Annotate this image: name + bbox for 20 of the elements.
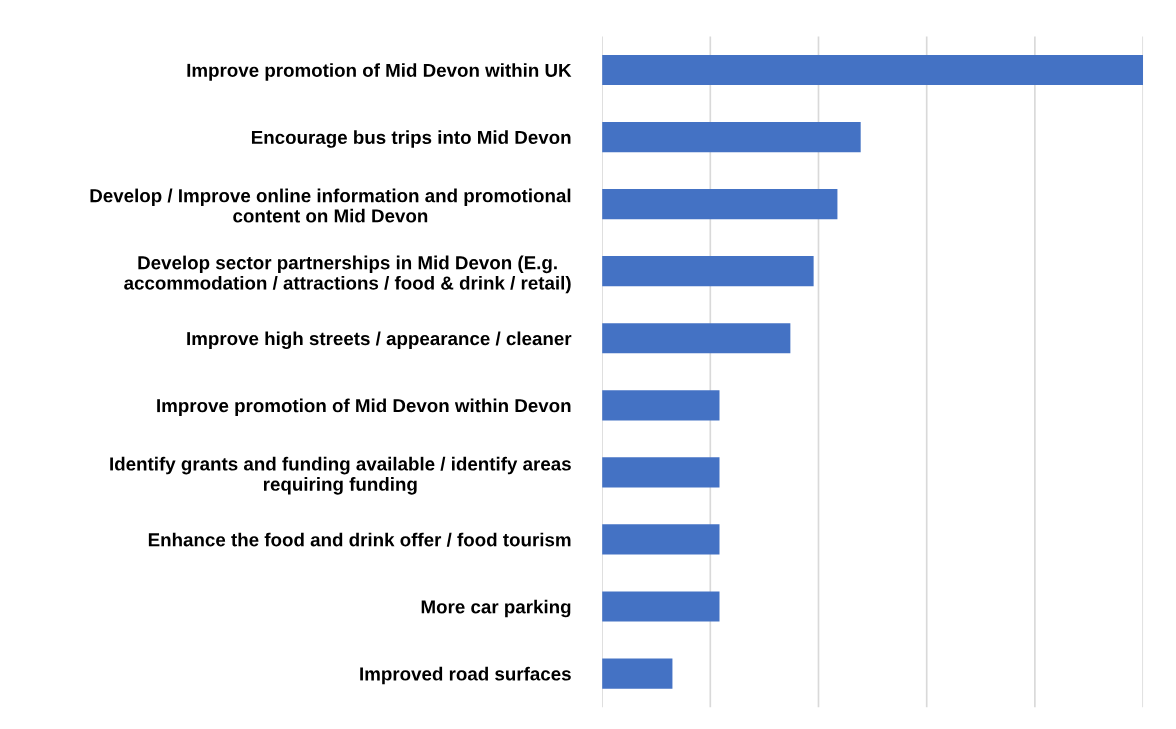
y-tick-label: Identify grants and funding available / identify areas requiring funding — [110, 456, 571, 495]
y-tick-label: Develop sector partnerships in Mid Devon (E.g. accommodation / attractions / food & drink / retail) — [124, 255, 571, 294]
bar — [602, 54, 1144, 86]
y-tick-label: More car parking — [421, 599, 571, 618]
bar — [602, 390, 720, 421]
y-tick-label: Develop / Improve online information and promotional content on Mid Devon — [90, 188, 571, 223]
bar — [602, 323, 791, 354]
y-tick-label: Improved road surfaces — [360, 666, 571, 685]
bar — [602, 256, 814, 287]
y-tick-label: Improve promotion of Mid Devon within UK — [187, 63, 572, 81]
y-tick-label: Encourage bus trips into Mid Devon — [251, 130, 571, 148]
bar — [602, 591, 720, 622]
y-tick-label: Improve high streets / appearance / cleaner — [187, 331, 572, 350]
bar — [602, 457, 720, 488]
y-tick-label: Improve promotion of Mid Devon within Devon — [157, 398, 571, 417]
bar — [602, 524, 720, 555]
y-tick-label: Enhance the food and drink offer / food tourism — [148, 532, 571, 547]
bar — [602, 121, 861, 153]
bar — [602, 658, 673, 689]
bar — [602, 189, 838, 220]
